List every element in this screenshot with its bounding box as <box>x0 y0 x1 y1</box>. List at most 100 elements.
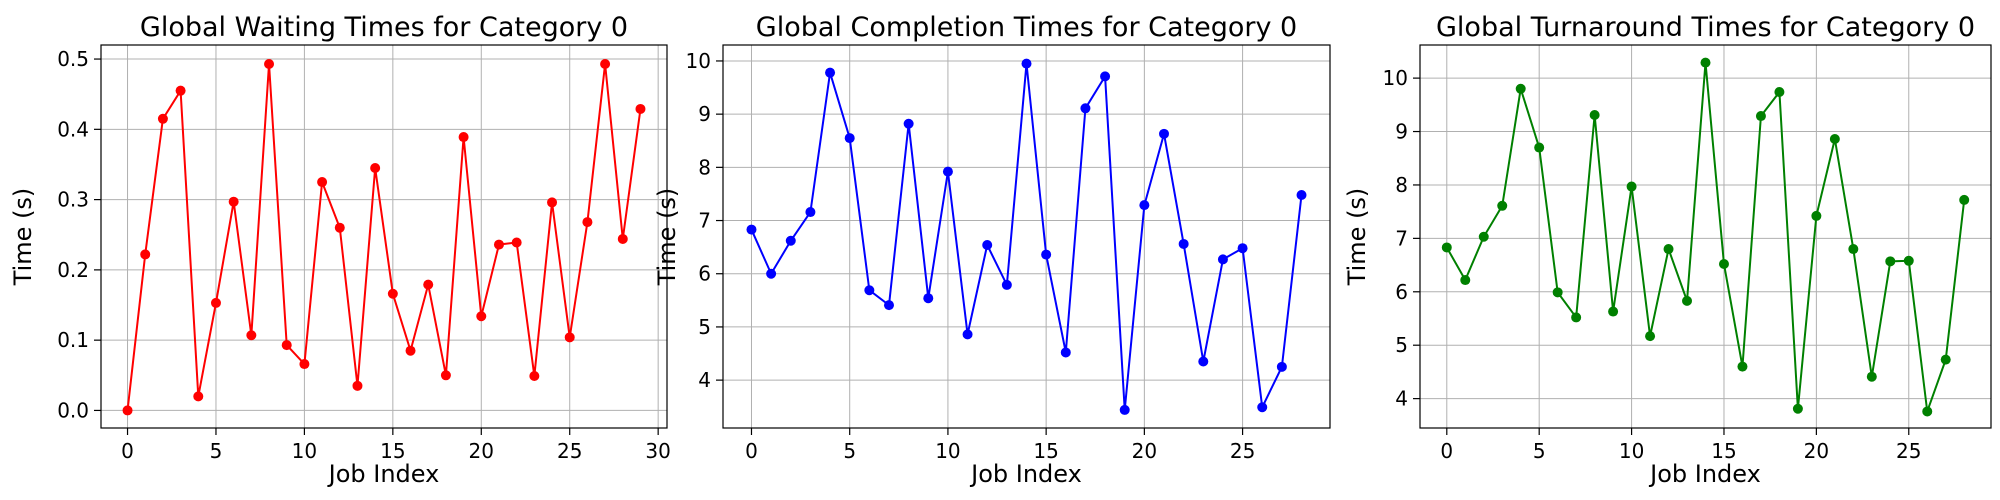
completion-data-point <box>805 207 816 218</box>
turnaround-data-point <box>1589 109 1600 120</box>
completion-data-point <box>1217 254 1228 265</box>
turnaround-y-tick-label: 8 <box>1395 173 1408 197</box>
waiting-y-tick-label: 0.3 <box>57 188 89 212</box>
turnaround-x-tick-label: 10 <box>1619 439 1644 463</box>
completion-data-point <box>1100 71 1111 82</box>
waiting-data-point <box>493 239 504 250</box>
completion-y-tick-label: 10 <box>686 49 711 73</box>
completion-plot-frame <box>722 44 1331 429</box>
completion-x-tick-label: 20 <box>1132 439 1157 463</box>
turnaround-data-point <box>1571 312 1582 323</box>
completion-data-point <box>864 285 875 296</box>
turnaround-data-point <box>1903 255 1914 266</box>
waiting-data-point <box>281 340 292 351</box>
completion-times-panel: 0 5 10 15 20 25 4 5 6 7 8 9 10 Global Completion Time… <box>653 12 1331 488</box>
turnaround-data-point <box>1811 210 1822 221</box>
waiting-data-point <box>476 311 487 322</box>
completion-x-tick-label: 25 <box>1230 439 1255 463</box>
completion-data-point <box>785 235 796 246</box>
waiting-data-point <box>264 58 275 69</box>
turnaround-data-point <box>1718 259 1729 270</box>
waiting-x-tick-label: 25 <box>557 439 582 463</box>
completion-data-point <box>746 224 757 235</box>
completion-data-point <box>962 329 973 340</box>
completion-data-point <box>1060 347 1071 358</box>
turnaround-data-point <box>1959 194 1970 205</box>
turnaround-data-point <box>1829 134 1840 145</box>
completion-data-point <box>844 133 855 144</box>
completion-data-point <box>903 118 914 129</box>
turnaround-data-point <box>1626 181 1637 192</box>
waiting-data-point <box>511 237 522 248</box>
turnaround-data-point <box>1645 331 1656 342</box>
turnaround-data-point <box>1848 244 1859 255</box>
turnaround-data-point <box>1497 200 1508 211</box>
waiting-data-point <box>299 359 310 370</box>
waiting-y-tick-label: 0.2 <box>57 258 89 282</box>
completion-y-tick-label: 7 <box>698 209 711 233</box>
waiting-y-tick-label: 0.1 <box>57 328 89 352</box>
waiting-data-point <box>600 58 611 69</box>
completion-data-point <box>1119 404 1130 415</box>
waiting-data-point <box>246 330 257 341</box>
turnaround-x-tick-label: 25 <box>1896 439 1921 463</box>
completion-x-tick-label: 10 <box>935 439 960 463</box>
completion-data-point <box>923 293 934 304</box>
waiting-data-point <box>440 370 451 381</box>
completion-data-point <box>1041 249 1052 260</box>
turnaround-times-panel: 0 5 10 15 20 25 4 5 6 7 8 9 10 Global Turnaround Time… <box>1343 12 1992 488</box>
turnaround-y-axis-label: Time (s) <box>1343 188 1371 287</box>
completion-y-tick-label: 9 <box>698 102 711 126</box>
completion-series-line <box>750 63 1303 411</box>
waiting-x-tick-label: 15 <box>380 439 405 463</box>
completion-data-point <box>1021 58 1032 69</box>
waiting-times-panel: 0 5 10 15 20 25 30 0.0 0.1 0.2 0.3 0.4 0.5 Global Wai… <box>9 12 671 488</box>
turnaround-x-tick-label: 15 <box>1711 439 1736 463</box>
turnaround-data-point <box>1534 142 1545 153</box>
turnaround-x-tick-label: 20 <box>1804 439 1829 463</box>
turnaround-data-point <box>1755 111 1766 122</box>
completion-data-point <box>942 166 953 177</box>
turnaround-x-axis-label: Job Index <box>1648 460 1761 488</box>
waiting-data-point <box>547 197 558 208</box>
turnaround-data-point <box>1663 244 1674 255</box>
completion-data-point <box>1080 103 1091 114</box>
turnaround-data-point <box>1515 83 1526 94</box>
completion-data-point <box>1296 190 1307 201</box>
waiting-x-tick-label: 30 <box>645 439 670 463</box>
waiting-y-tick-label: 0.0 <box>57 398 89 422</box>
completion-data-point <box>982 240 993 251</box>
completion-data-point <box>1198 356 1209 367</box>
turnaround-data-point <box>1441 242 1452 253</box>
completion-y-tick-label: 5 <box>698 315 711 339</box>
turnaround-data-point <box>1922 406 1933 417</box>
waiting-data-point <box>458 132 469 143</box>
turnaround-data-point <box>1774 87 1785 98</box>
turnaround-data-point <box>1608 306 1619 317</box>
completion-x-tick-label: 5 <box>843 439 856 463</box>
waiting-data-point <box>193 391 204 402</box>
turnaround-data-point <box>1460 275 1471 286</box>
completion-x-axis-label: Job Index <box>969 460 1082 488</box>
waiting-x-tick-label: 5 <box>210 439 223 463</box>
turnaround-y-tick-label: 4 <box>1395 387 1408 411</box>
turnaround-data-point <box>1940 354 1951 365</box>
waiting-data-point <box>529 370 540 381</box>
waiting-data-point <box>352 380 363 391</box>
turnaround-data-point <box>1737 361 1748 372</box>
waiting-data-point <box>140 249 151 260</box>
waiting-data-point <box>635 103 646 114</box>
waiting-data-point <box>617 233 628 244</box>
waiting-x-tick-label: 0 <box>121 439 134 463</box>
completion-y-tick-label: 8 <box>698 155 711 179</box>
waiting-data-point <box>175 85 186 96</box>
completion-data-point <box>1257 402 1268 413</box>
waiting-data-point <box>210 297 221 308</box>
waiting-plot-frame <box>100 44 668 429</box>
waiting-y-tick-label: 0.5 <box>57 47 89 71</box>
waiting-x-axis-label: Job Index <box>327 460 440 488</box>
turnaround-data-point <box>1866 371 1877 382</box>
turnaround-x-tick-label: 5 <box>1533 439 1546 463</box>
turnaround-series-line <box>1445 62 1966 412</box>
completion-data-point <box>1001 279 1012 290</box>
